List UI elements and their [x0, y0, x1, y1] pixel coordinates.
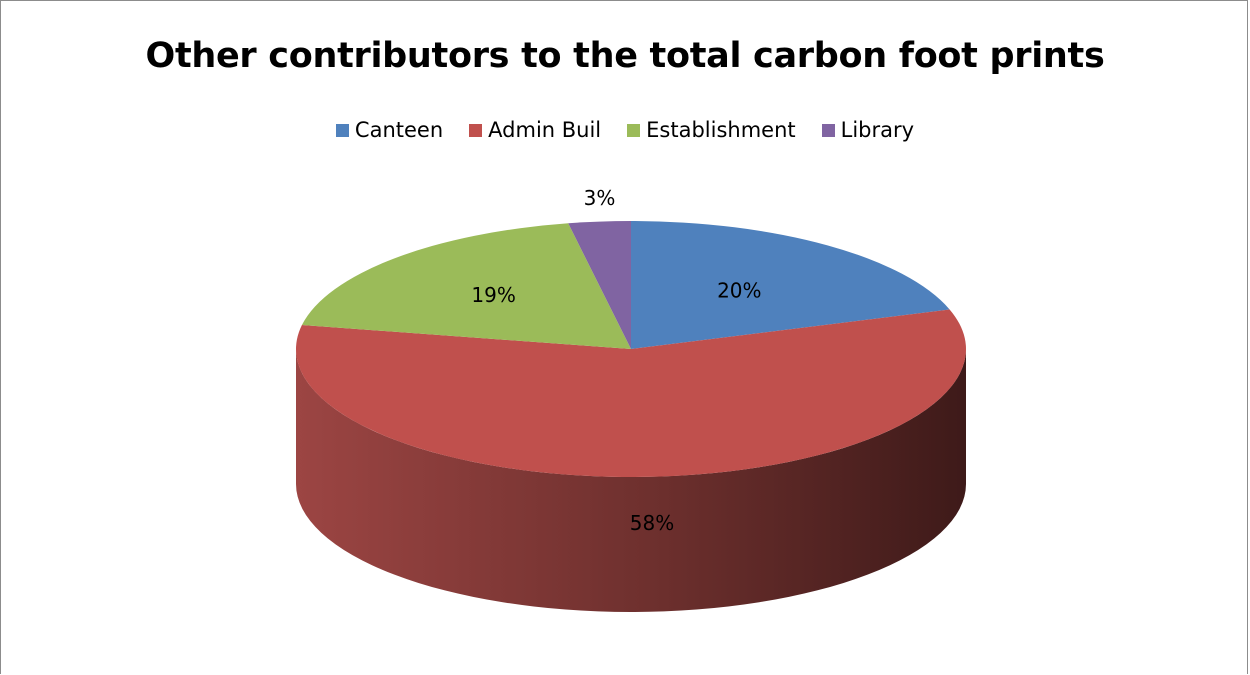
legend-label-library: Library	[840, 118, 915, 142]
legend-item-library: Library	[821, 118, 915, 142]
legend-label-establishment: Establishment	[646, 118, 796, 142]
pie-top-face	[296, 221, 967, 477]
legend-item-admin-buil: Admin Buil	[469, 118, 601, 142]
data-label-admin-buil: 58%	[630, 511, 674, 535]
legend-swatch-admin-buil	[469, 123, 483, 137]
legend-item-canteen: Canteen	[335, 118, 444, 142]
pie-slice-canteen	[631, 221, 950, 349]
pie-side-wall	[296, 349, 966, 612]
chart-title: Other contributors to the total carbon f…	[145, 36, 1105, 76]
legend-item-establishment: Establishment	[627, 118, 796, 142]
pie-side-admin-buil	[296, 349, 966, 612]
pie-slice-library	[568, 221, 631, 349]
legend-swatch-canteen	[335, 123, 349, 137]
data-label-canteen: 20%	[717, 279, 761, 303]
data-label-library: 3%	[584, 186, 616, 210]
legend-swatch-establishment	[627, 123, 641, 137]
pie-slice-establishment	[301, 223, 631, 349]
data-label-establishment: 19%	[471, 283, 515, 307]
pie-slice-admin-buil	[296, 309, 967, 477]
pie-data-labels: 20% 58% 19% 3%	[471, 186, 761, 535]
chart-legend: Canteen Admin Buil Establishment Library	[0, 118, 1250, 142]
legend-label-canteen: Canteen	[354, 118, 444, 142]
legend-label-admin-buil: Admin Buil	[488, 118, 602, 142]
legend-swatch-library	[821, 123, 835, 137]
